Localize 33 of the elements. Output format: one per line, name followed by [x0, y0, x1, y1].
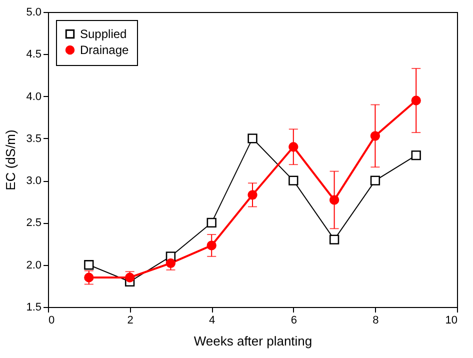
point	[84, 272, 94, 282]
y-tick-label: 3.5	[26, 132, 42, 145]
x-tick-label: 2	[127, 314, 134, 326]
y-tick-label: 4.5	[26, 48, 42, 61]
y-tick-label: 2.0	[26, 259, 42, 272]
point	[206, 240, 216, 250]
point	[370, 131, 380, 141]
point	[166, 258, 176, 268]
y-tick-label: 2.5	[26, 217, 42, 230]
x-tick-label: 4	[209, 314, 216, 326]
point	[288, 142, 298, 152]
point	[248, 190, 258, 200]
point	[370, 176, 380, 186]
x-tick-label: 6	[290, 314, 297, 326]
y-axis-title: EC (dS/m)	[3, 130, 18, 190]
point	[288, 176, 298, 186]
legend-label: Supplied	[80, 27, 127, 41]
point	[411, 150, 421, 160]
point	[84, 260, 94, 270]
point	[411, 96, 421, 106]
y-tick-label: 1.5	[26, 302, 42, 314]
point	[329, 195, 340, 205]
x-axis-title: Weeks after planting	[194, 334, 312, 348]
x-tick-label: 0	[48, 314, 55, 326]
y-tick-label: 5.0	[26, 6, 42, 18]
legend-label: Drainage	[80, 43, 130, 57]
y-tick-label: 4.0	[26, 90, 42, 103]
x-tick-label: 8	[372, 314, 379, 326]
point	[248, 134, 258, 144]
y-tick-label: 3.0	[26, 175, 42, 188]
x-tick-label: 10	[445, 314, 458, 326]
point	[329, 234, 340, 244]
point	[206, 218, 216, 228]
